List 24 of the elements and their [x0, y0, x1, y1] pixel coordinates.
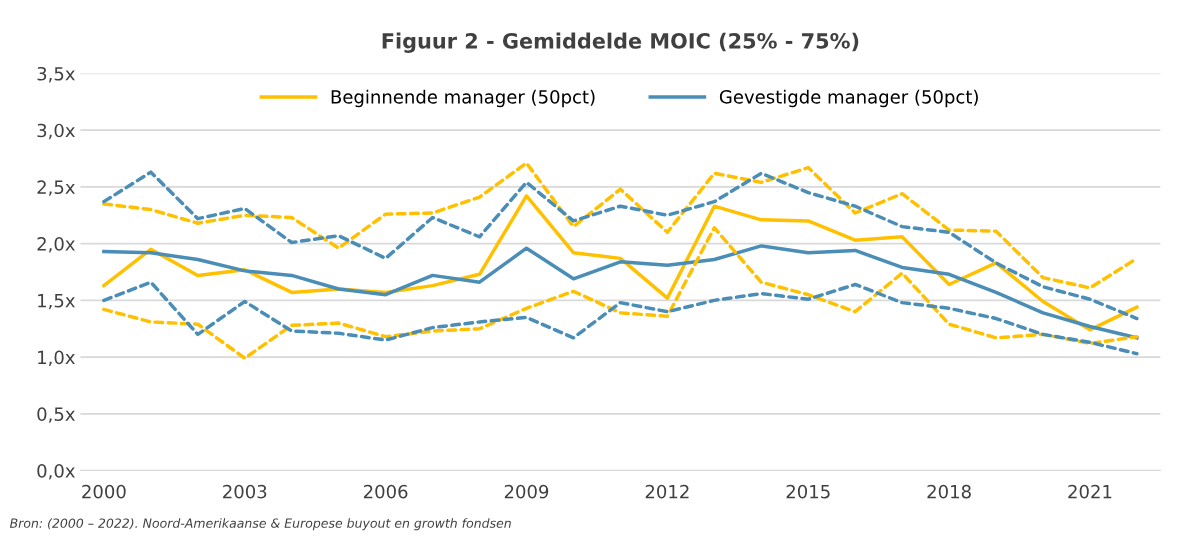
y-tick-label: 2,0x	[37, 237, 75, 253]
y-tick-label: 1,5x	[38, 294, 75, 310]
line-series	[102, 170, 1139, 321]
text: Bron: (2000 – 2022). Noord-Amerikaanse & Europese buyout en growth fondsen	[9, 518, 511, 531]
line-series	[102, 244, 1139, 340]
legend-label: Gevestigde manager (50pct)	[719, 89, 978, 108]
y-tick-label: 0,5x	[37, 407, 75, 423]
x-tick-label: 2009	[504, 484, 549, 499]
x-tick-label: 2003	[223, 484, 267, 499]
y-tick-label: 3,0x	[37, 123, 75, 140]
x-tick-label: 2021	[1068, 484, 1112, 499]
line-series	[102, 226, 1139, 360]
y-tick-label: 2,5x	[37, 180, 75, 196]
legend-label: Beginnende manager (50pct)	[331, 89, 595, 108]
y-tick-label: 1,0x	[38, 350, 75, 367]
x-tick-label: 2012	[645, 484, 689, 499]
chart-title: Figuur 2 - Gemiddelde MOIC (25% - 75%)	[382, 32, 859, 53]
y-tick-label: 0,0x	[37, 464, 75, 480]
x-tick-label: 2006	[363, 484, 408, 499]
x-tick-label: 2015	[786, 484, 830, 499]
x-tick-label: 2000	[82, 484, 126, 499]
line-series	[102, 280, 1139, 356]
y-tick-label: 3,5x	[37, 66, 75, 83]
x-tick-label: 2018	[927, 484, 971, 499]
